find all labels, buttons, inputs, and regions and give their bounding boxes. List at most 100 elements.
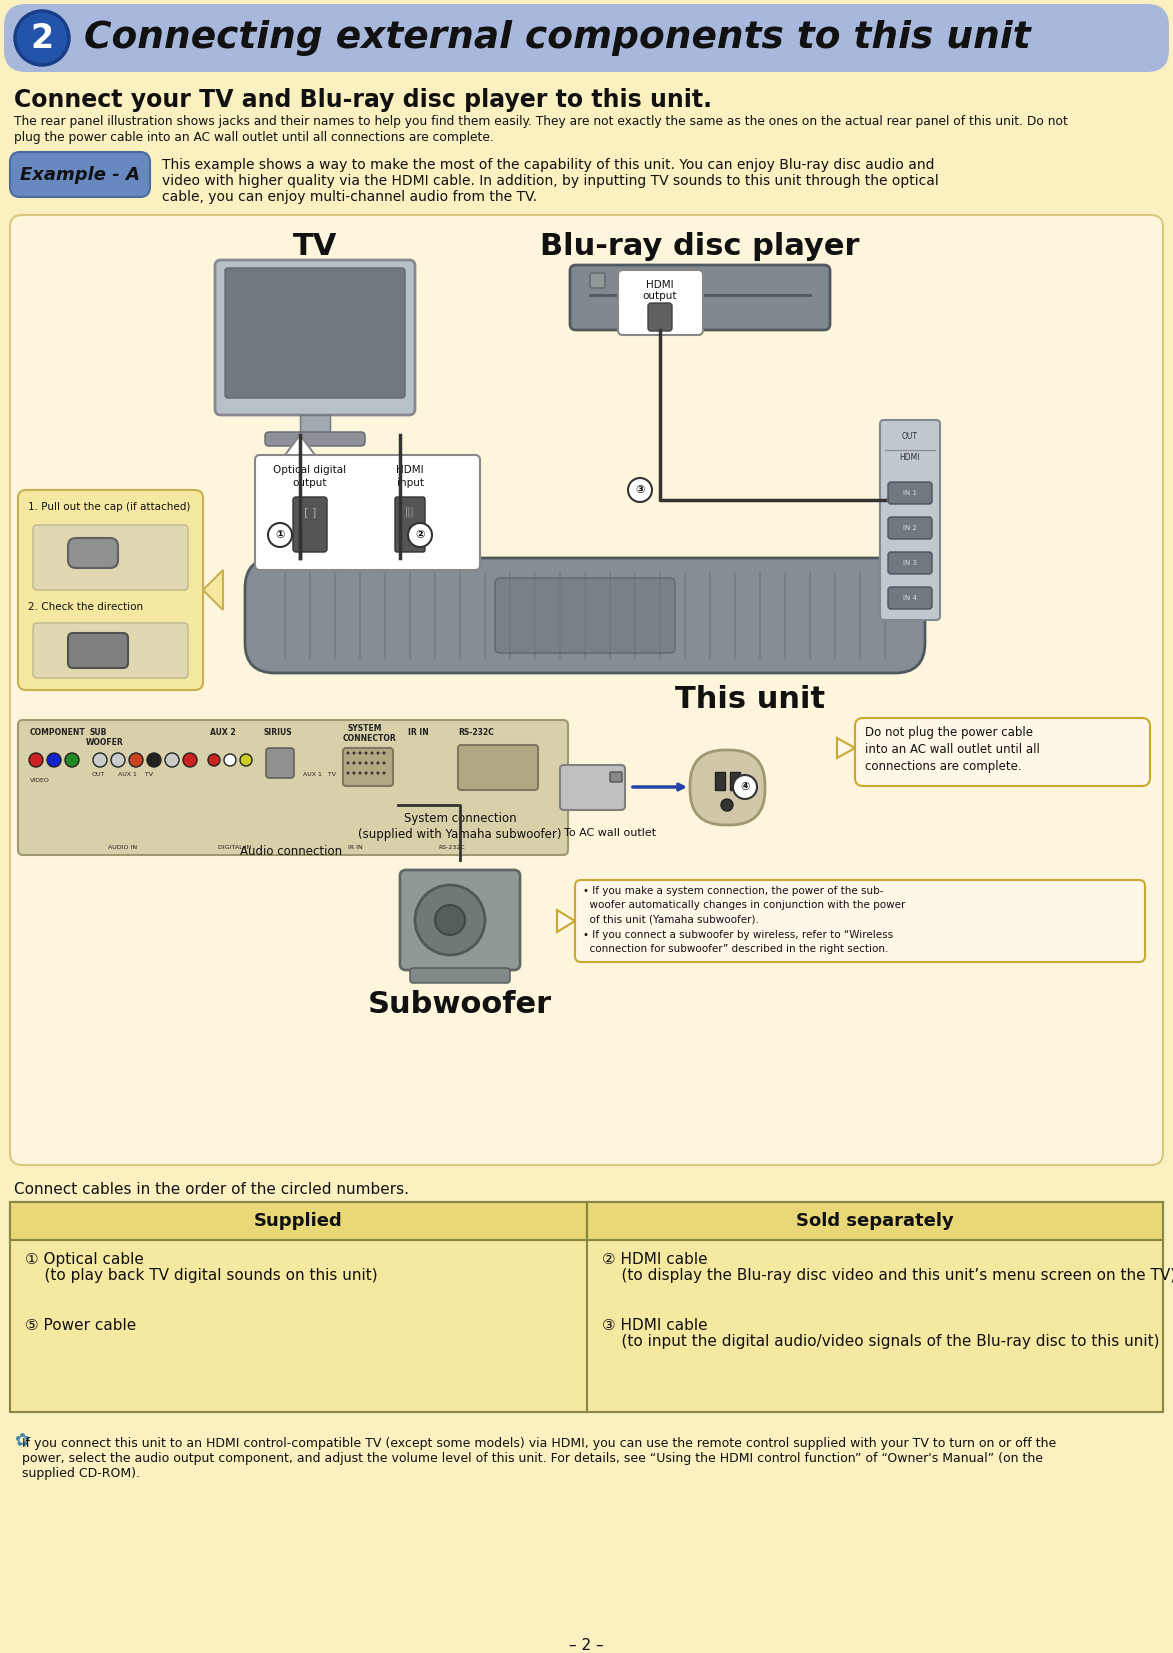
Circle shape [371,752,373,754]
FancyBboxPatch shape [618,269,703,336]
Circle shape [93,754,107,767]
Text: CONNECTOR: CONNECTOR [343,734,396,742]
FancyBboxPatch shape [265,431,365,446]
Circle shape [208,754,221,765]
Text: Connect your TV and Blu-ray disc player to this unit.: Connect your TV and Blu-ray disc player … [14,88,712,112]
FancyBboxPatch shape [343,749,393,785]
Circle shape [111,754,126,767]
Text: Sold separately: Sold separately [795,1212,954,1230]
Text: plug the power cable into an AC wall outlet until all connections are complete.: plug the power cable into an AC wall out… [14,131,494,144]
Circle shape [353,772,355,775]
FancyBboxPatch shape [245,559,925,673]
FancyBboxPatch shape [18,721,568,855]
FancyBboxPatch shape [888,483,933,504]
Text: • If you connect a subwoofer by wireless, refer to “Wireless: • If you connect a subwoofer by wireless… [583,931,893,941]
FancyBboxPatch shape [888,517,933,539]
Text: RS-232C: RS-232C [438,845,465,850]
Text: Connecting external components to this unit: Connecting external components to this u… [84,20,1031,56]
Text: ②: ② [415,531,425,541]
FancyBboxPatch shape [575,879,1145,962]
Text: AUDIO IN: AUDIO IN [108,845,137,850]
Text: Blu-ray disc player: Blu-ray disc player [541,231,860,261]
Circle shape [371,762,373,764]
Text: The rear panel illustration shows jacks and their names to help you find them ea: The rear panel illustration shows jacks … [14,116,1067,127]
Text: IN 1: IN 1 [903,489,917,496]
Text: [ ]: [ ] [304,507,317,517]
Circle shape [183,754,197,767]
FancyBboxPatch shape [33,623,188,678]
Bar [716,772,725,790]
FancyBboxPatch shape [33,526,188,590]
Text: SIRIUS: SIRIUS [263,727,292,737]
Text: of this unit (Yamaha subwoofer).: of this unit (Yamaha subwoofer). [583,914,759,924]
Text: IR IN: IR IN [408,727,429,737]
Text: OUT: OUT [902,431,918,441]
FancyBboxPatch shape [570,264,830,331]
Circle shape [359,772,361,775]
Text: SUB: SUB [90,727,108,737]
Circle shape [240,754,252,765]
Circle shape [47,754,61,767]
Text: 2: 2 [30,21,54,55]
Text: TV: TV [293,231,337,261]
Text: Optical digital: Optical digital [273,464,346,474]
FancyBboxPatch shape [495,579,674,653]
Text: HDMI: HDMI [900,453,921,461]
Circle shape [377,772,380,775]
Circle shape [371,772,373,775]
FancyBboxPatch shape [255,455,480,570]
Circle shape [359,762,361,764]
Text: power, select the audio output component, and adjust the volume level of this un: power, select the audio output component… [14,1451,1043,1465]
Text: into an AC wall outlet until all: into an AC wall outlet until all [865,742,1040,755]
Circle shape [733,775,757,798]
Text: IN 2: IN 2 [903,526,917,531]
Text: COMPONENT: COMPONENT [30,727,86,737]
Text: – 2 –: – 2 – [569,1638,603,1653]
Text: SYSTEM: SYSTEM [348,724,382,732]
FancyBboxPatch shape [266,749,294,779]
Text: Subwoofer: Subwoofer [368,990,552,1018]
Bar [11,1202,1162,1412]
FancyBboxPatch shape [647,302,672,331]
Text: Example - A: Example - A [20,165,140,183]
FancyBboxPatch shape [215,260,415,415]
FancyBboxPatch shape [560,765,625,810]
Text: ✿: ✿ [14,1431,29,1450]
FancyBboxPatch shape [11,152,150,197]
Text: output: output [293,478,327,488]
Circle shape [382,772,386,775]
Text: Supplied: Supplied [253,1212,343,1230]
Text: ① Optical cable: ① Optical cable [25,1251,144,1266]
Circle shape [408,522,432,547]
FancyBboxPatch shape [18,489,203,689]
Text: cable, you can enjoy multi-channel audio from the TV.: cable, you can enjoy multi-channel audio… [162,190,537,203]
Text: 1. Pull out the cap (if attached): 1. Pull out the cap (if attached) [28,503,190,512]
Bar [730,772,740,790]
Polygon shape [838,737,855,759]
Text: ③ HDMI cable: ③ HDMI cable [602,1317,707,1332]
Text: Do not plug the power cable: Do not plug the power cable [865,726,1033,739]
Circle shape [365,752,367,754]
Text: input: input [396,478,423,488]
Circle shape [721,798,733,812]
Circle shape [377,752,380,754]
Text: connections are complete.: connections are complete. [865,760,1022,774]
Text: WOOFER: WOOFER [86,737,123,747]
Text: woofer automatically changes in conjunction with the power: woofer automatically changes in conjunct… [583,899,906,911]
Bar [586,1202,1162,1240]
Text: Connect cables in the order of the circled numbers.: Connect cables in the order of the circl… [14,1182,409,1197]
Text: supplied CD-ROM).: supplied CD-ROM). [14,1466,140,1479]
Circle shape [65,754,79,767]
Text: If you connect this unit to an HDMI control-compatible TV (except some models) v: If you connect this unit to an HDMI cont… [14,1436,1056,1450]
Polygon shape [285,435,316,455]
Text: ③: ③ [636,484,645,494]
FancyBboxPatch shape [855,717,1150,785]
Text: |||: ||| [405,507,415,517]
Bar [300,415,330,433]
FancyBboxPatch shape [11,215,1162,1165]
Text: RS-232C: RS-232C [457,727,494,737]
Circle shape [365,772,367,775]
Polygon shape [557,911,575,932]
Text: System connection: System connection [404,812,516,825]
Circle shape [267,522,292,547]
